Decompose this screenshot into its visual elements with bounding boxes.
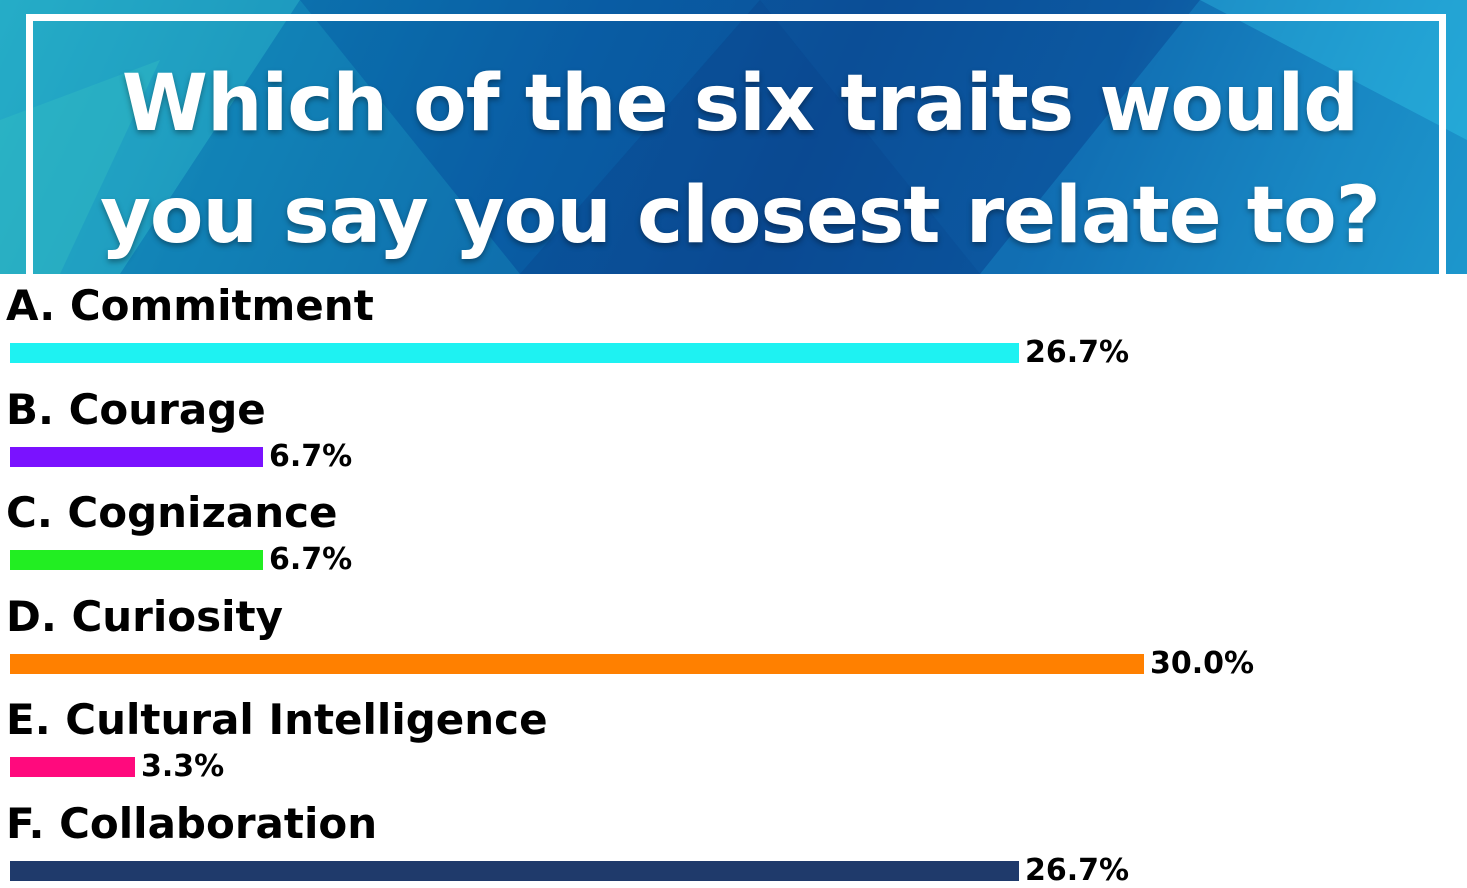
category-label: D. Curiosity	[6, 591, 283, 641]
bar	[10, 757, 135, 777]
category-label: F. Collaboration	[6, 798, 378, 848]
chart-title: Which of the six traits would you say yo…	[100, 59, 1381, 261]
bar	[10, 860, 1019, 881]
value-label: 3.3%	[141, 749, 225, 784]
title-banner: Which of the six traits would you say yo…	[0, 0, 1467, 274]
value-label: 26.7%	[1025, 335, 1130, 370]
category-label: B. Courage	[6, 384, 266, 434]
bar	[10, 653, 1144, 674]
bar	[10, 343, 1019, 363]
value-label: 6.7%	[269, 438, 353, 474]
bar	[10, 550, 263, 570]
bar	[10, 446, 263, 467]
value-label: 6.7%	[269, 542, 353, 577]
polygon-background	[0, 0, 1467, 274]
bar-chart: A. Commitment 26.7% B. Courage 6.7% C. Cogni…	[0, 274, 1467, 887]
category-label: E. Cultural Intelligence	[6, 695, 548, 744]
value-label: 30.0%	[1150, 645, 1255, 681]
category-label: C. Cognizance	[6, 488, 338, 537]
category-label: A. Commitment	[6, 281, 374, 330]
value-label: 26.7%	[1025, 852, 1130, 888]
banner-frame	[26, 14, 1446, 274]
